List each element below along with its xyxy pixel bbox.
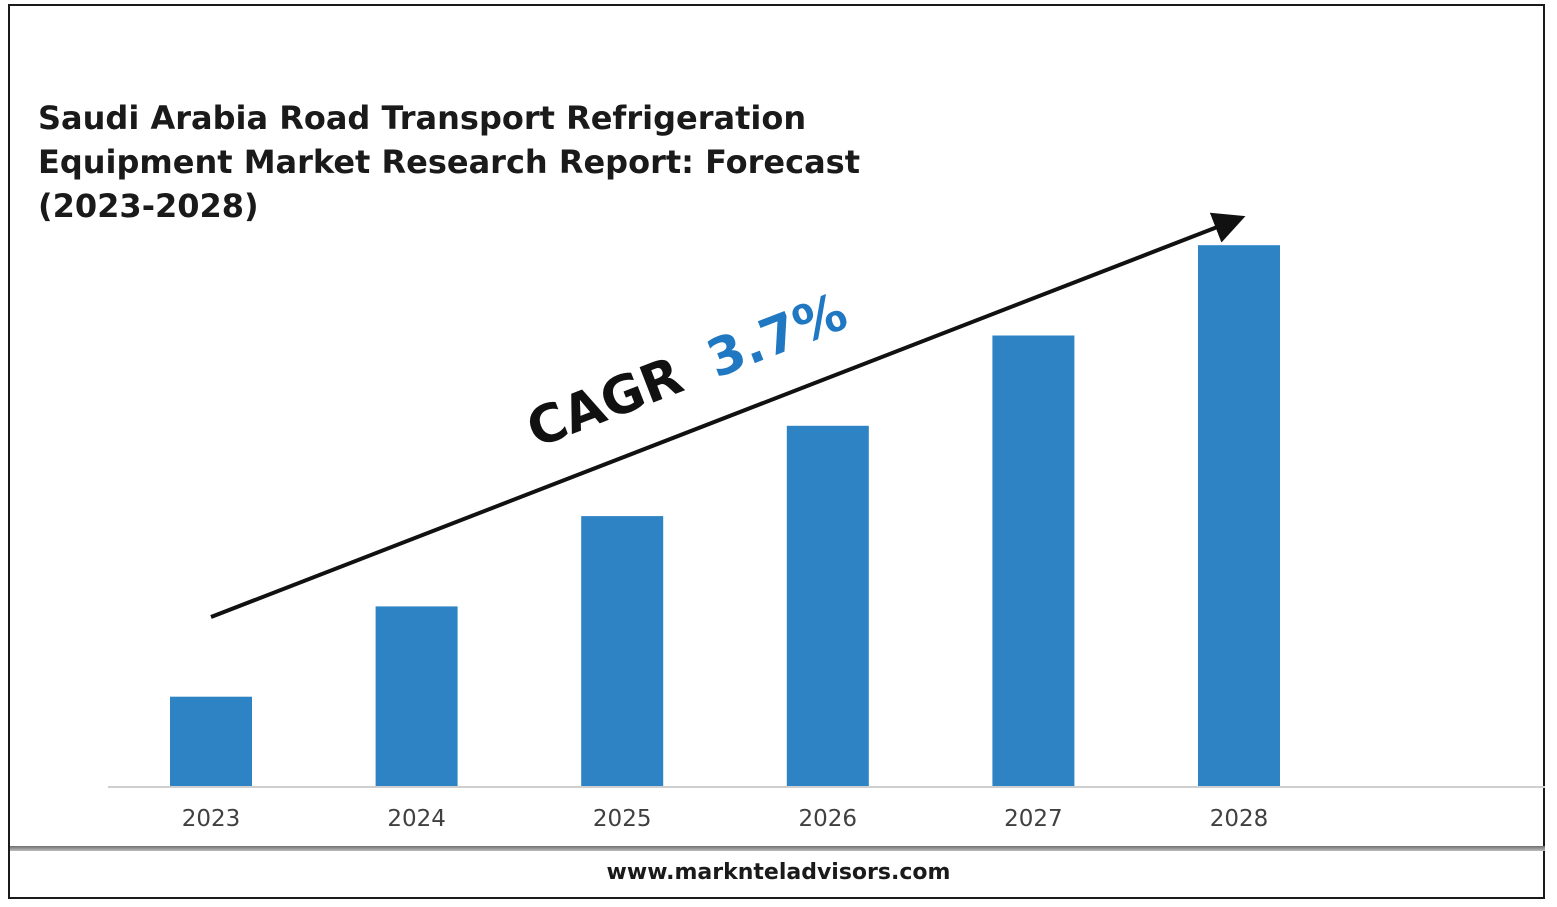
chart-title: Saudi Arabia Road Transport Refrigeratio…: [38, 99, 861, 225]
bar-2026: [786, 425, 869, 787]
x-tick-label-2026: 2026: [799, 806, 858, 832]
footer-url: www.marknteladvisors.com: [606, 860, 951, 885]
x-tick-label-2027: 2027: [1004, 806, 1063, 832]
cagr-trend-arrow: [210, 212, 1246, 619]
bar-2023: [170, 696, 252, 787]
bar-2028: [1198, 245, 1280, 787]
bar-2027: [992, 335, 1075, 787]
footer-divider: [10, 846, 1545, 851]
x-tick-label-2025: 2025: [593, 806, 652, 832]
chart-frame: [8, 4, 1545, 899]
bar-2024: [375, 606, 458, 787]
bars-group: [170, 245, 1280, 787]
x-tick-label-2028: 2028: [1210, 806, 1269, 832]
x-tick-labels: 2023 2024 2025 2026 2027 2028: [182, 806, 1269, 832]
x-tick-label-2024: 2024: [387, 806, 446, 832]
x-tick-label-2023: 2023: [182, 806, 241, 832]
cagr-value: 3.7%: [699, 282, 855, 390]
bar-2025: [581, 516, 664, 787]
